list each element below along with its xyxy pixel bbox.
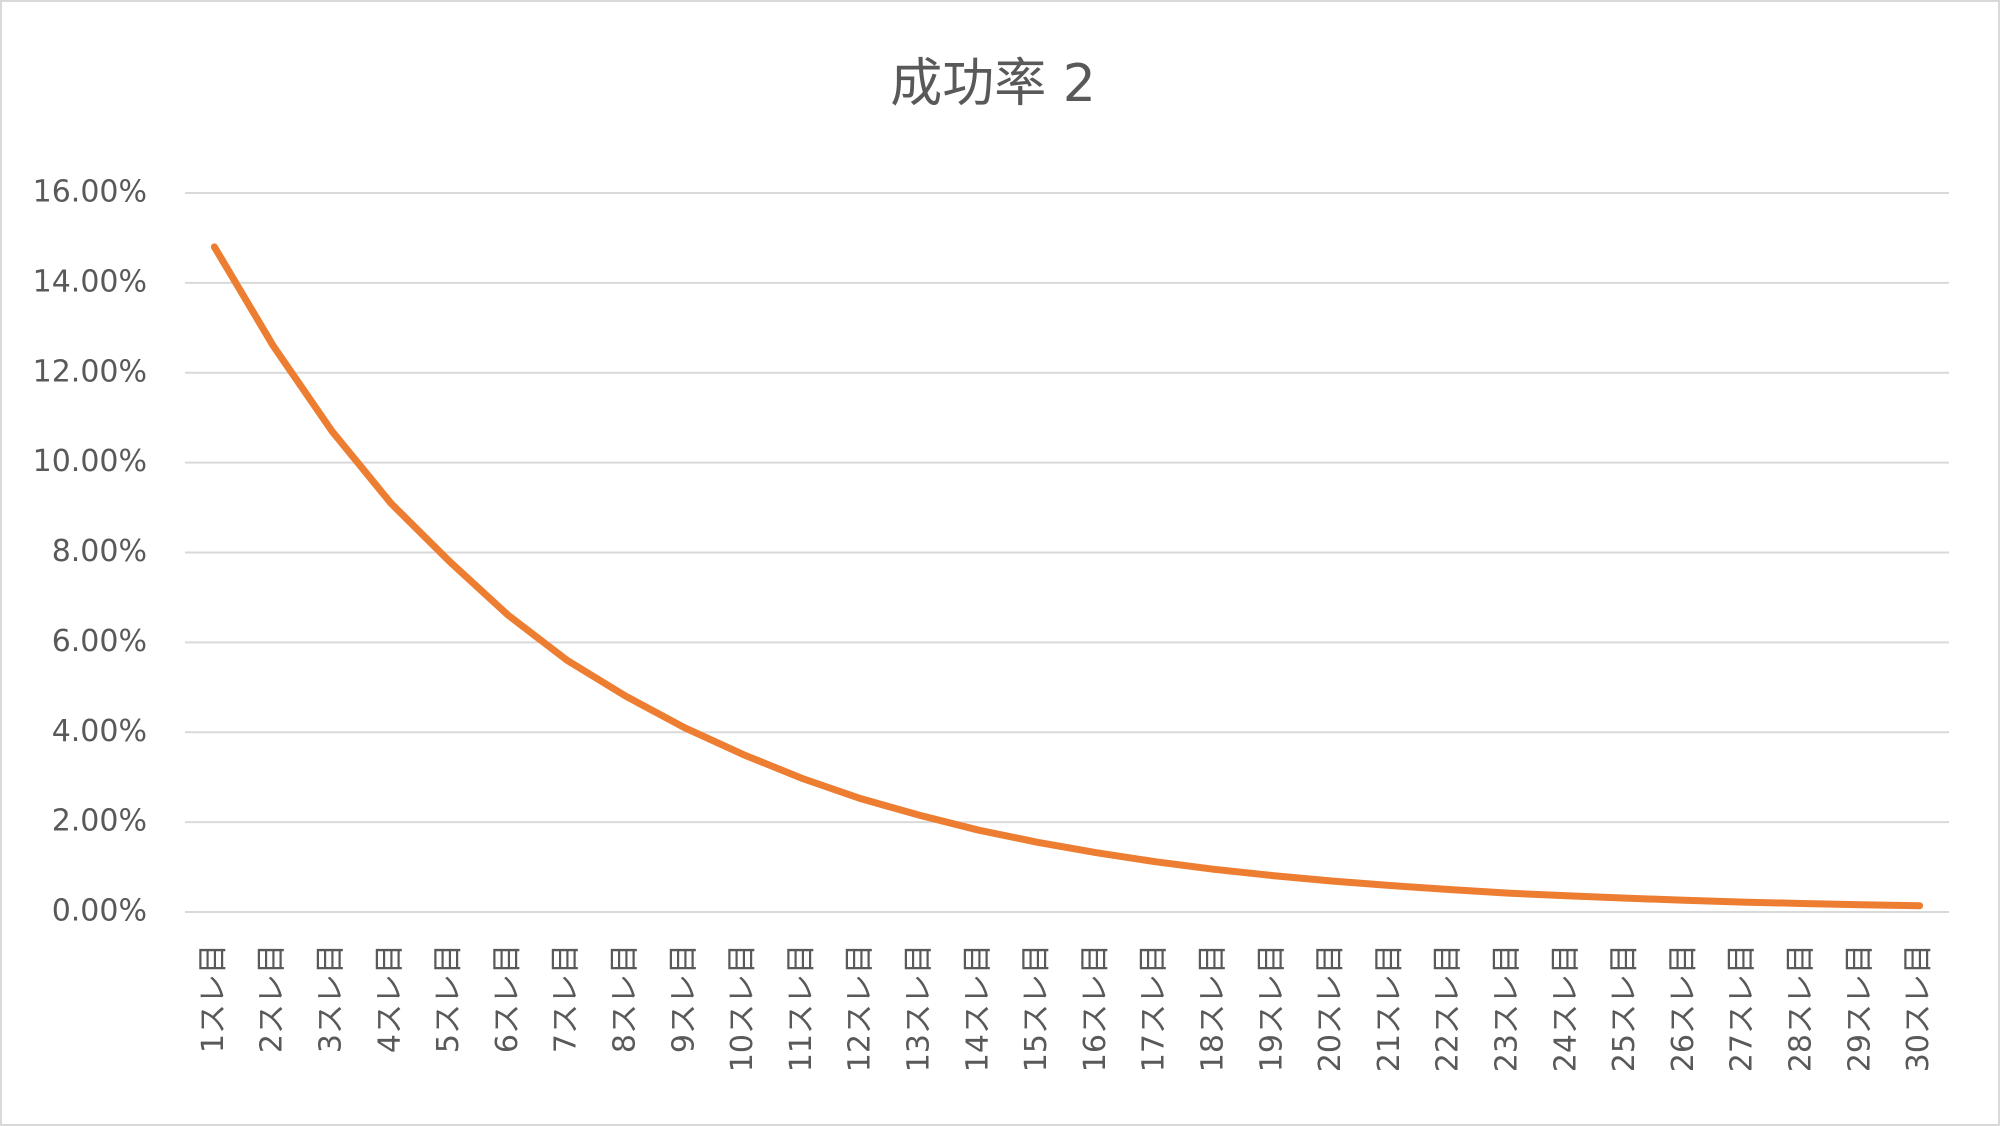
x-tick-label: 19スレ目 [1254, 944, 1289, 1072]
x-tick-label: 1スレ目 [196, 944, 231, 1053]
x-tick-label: 25スレ目 [1607, 944, 1642, 1072]
x-tick-label: 18スレ目 [1196, 944, 1231, 1072]
x-tick-label: 30スレ目 [1901, 944, 1936, 1072]
x-tick-label: 13スレ目 [902, 944, 937, 1072]
y-tick-label: 6.00% [52, 624, 147, 659]
x-tick-label: 14スレ目 [960, 944, 995, 1072]
y-tick-label: 8.00% [52, 534, 147, 569]
x-tick-label: 8スレ目 [608, 944, 643, 1053]
chart-title: 成功率 2 [890, 54, 1096, 114]
x-tick-label: 6スレ目 [490, 944, 525, 1053]
y-tick-label: 16.00% [33, 175, 147, 210]
x-tick-label: 22スレ目 [1431, 944, 1466, 1072]
y-tick-label: 12.00% [33, 354, 147, 389]
x-tick-label: 2スレ目 [255, 944, 290, 1053]
y-tick-label: 0.00% [52, 894, 147, 929]
x-tick-label: 20スレ目 [1313, 944, 1348, 1072]
y-tick-label: 2.00% [52, 804, 147, 839]
x-tick-label: 23スレ目 [1490, 944, 1525, 1072]
x-tick-label: 21スレ目 [1372, 944, 1407, 1072]
y-tick-label: 10.00% [33, 444, 147, 479]
data-line [210, 243, 1924, 910]
x-tick-label: 26スレ目 [1666, 944, 1701, 1072]
x-tick-label: 28スレ目 [1784, 944, 1819, 1072]
x-tick-label: 12スレ目 [843, 944, 878, 1072]
x-tick-label: 15スレ目 [1019, 944, 1054, 1072]
x-tick-label: 27スレ目 [1725, 944, 1760, 1072]
y-tick-label: 4.00% [52, 714, 147, 749]
x-tick-label: 29スレ目 [1842, 944, 1877, 1072]
x-tick-label: 4スレ目 [372, 944, 407, 1053]
x-tick-label: 17スレ目 [1137, 944, 1172, 1072]
x-tick-label: 11スレ目 [784, 944, 819, 1072]
y-tick-label: 14.00% [33, 264, 147, 299]
x-tick-label: 16スレ目 [1078, 944, 1113, 1072]
x-tick-label: 10スレ目 [725, 944, 760, 1072]
x-tick-label: 24スレ目 [1548, 944, 1583, 1072]
x-tick-label: 3スレ目 [314, 944, 349, 1053]
x-tick-label: 9スレ目 [666, 944, 701, 1053]
x-tick-label: 5スレ目 [431, 944, 466, 1053]
x-tick-label: 7スレ目 [549, 944, 584, 1053]
